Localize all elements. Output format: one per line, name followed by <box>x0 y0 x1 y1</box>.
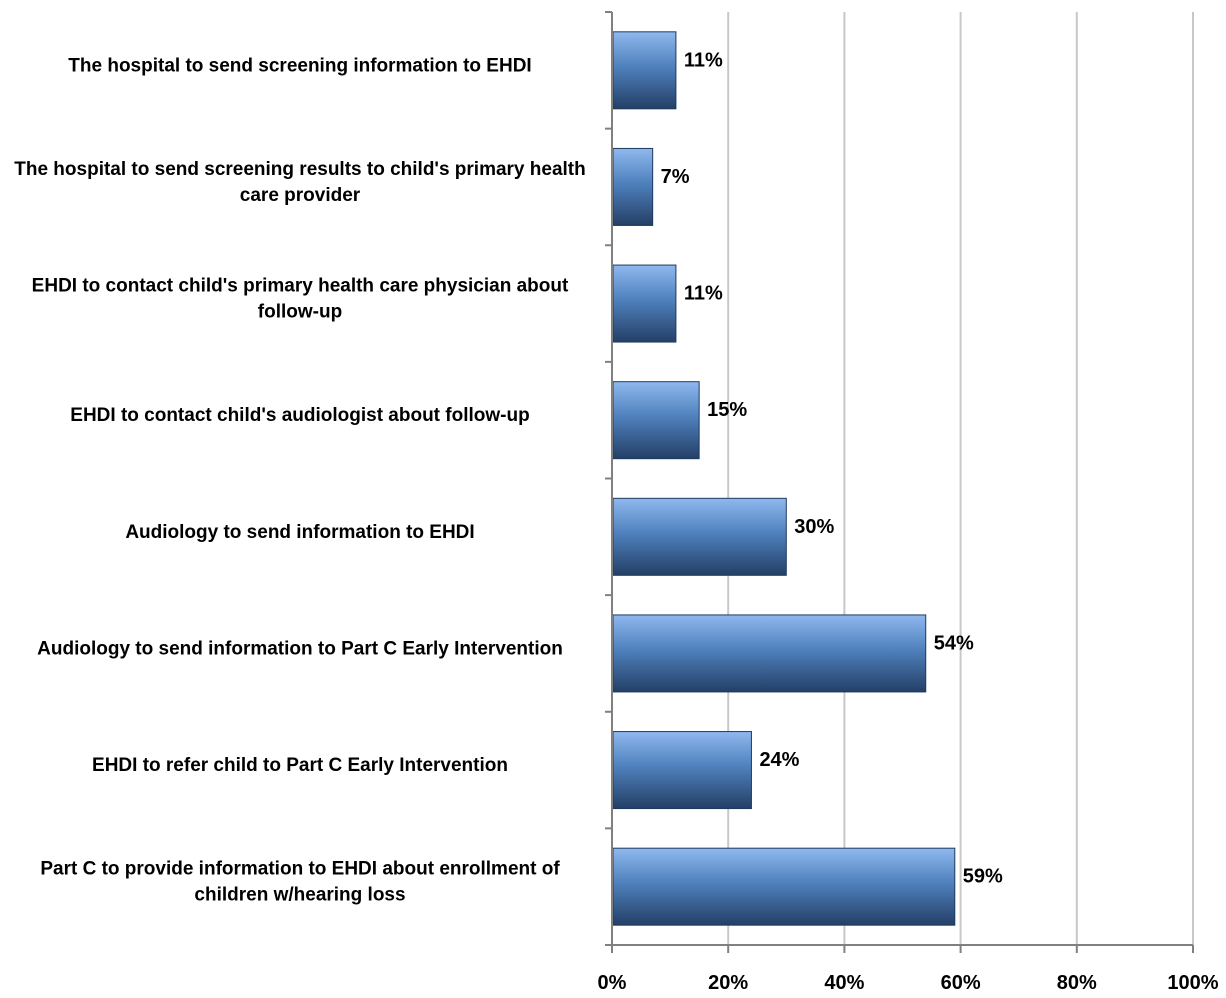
data-label: 24% <box>759 749 799 771</box>
category-label: EHDI to contact child's primary health c… <box>32 276 569 323</box>
category-label: The hospital to send screening results t… <box>14 159 585 206</box>
data-label: 54% <box>934 632 974 654</box>
bar <box>612 614 927 693</box>
data-label: 7% <box>661 166 690 188</box>
x-tick-label: 0% <box>598 972 627 994</box>
x-tick-label: 20% <box>708 972 748 994</box>
bar <box>612 847 956 926</box>
category-label: EHDI to contact child's audiologist abou… <box>70 405 529 426</box>
x-tick-label: 80% <box>1057 972 1097 994</box>
category-label-line: EHDI to contact child's primary health c… <box>32 276 569 297</box>
category-label-line: care provider <box>240 185 361 206</box>
x-tick-label: 40% <box>824 972 864 994</box>
labels: 0% 20% 40% 60% 80% 100% 11% The hospital to sen… <box>14 49 1219 994</box>
data-label: 11% <box>684 283 723 305</box>
category-label-line: The hospital to send screening results t… <box>14 159 585 180</box>
x-tick-label: 60% <box>941 972 981 994</box>
data-label: 15% <box>707 399 747 421</box>
category-label-line: follow-up <box>258 302 342 323</box>
bars <box>612 31 956 926</box>
data-label: 30% <box>794 516 834 538</box>
data-label: 59% <box>963 866 1003 888</box>
category-label-line: EHDI to refer child to Part C Early Inte… <box>92 755 508 776</box>
category-label-line: Part C to provide information to EHDI ab… <box>40 859 560 880</box>
category-label: Part C to provide information to EHDI ab… <box>40 859 560 906</box>
bar <box>612 31 677 110</box>
bar <box>612 264 677 343</box>
gridlines <box>727 12 1194 945</box>
bar <box>612 731 752 810</box>
category-label: Audiology to send information to EHDI <box>125 522 474 543</box>
bar <box>612 381 700 460</box>
data-label: 11% <box>684 49 723 71</box>
axes <box>605 11 1194 953</box>
category-label-line: Audiology to send information to Part C … <box>37 638 563 659</box>
category-label: The hospital to send screening informati… <box>68 55 531 76</box>
category-label: EHDI to refer child to Part C Early Inte… <box>92 755 508 776</box>
x-tick-label: 100% <box>1167 972 1218 994</box>
bar <box>612 497 787 576</box>
category-label-line: Audiology to send information to EHDI <box>125 522 474 543</box>
bar <box>612 147 654 226</box>
category-label-line: children w/hearing loss <box>194 885 405 906</box>
category-label-line: The hospital to send screening informati… <box>68 55 531 76</box>
category-label: Audiology to send information to Part C … <box>37 638 563 659</box>
category-label-line: EHDI to contact child's audiologist abou… <box>70 405 529 426</box>
